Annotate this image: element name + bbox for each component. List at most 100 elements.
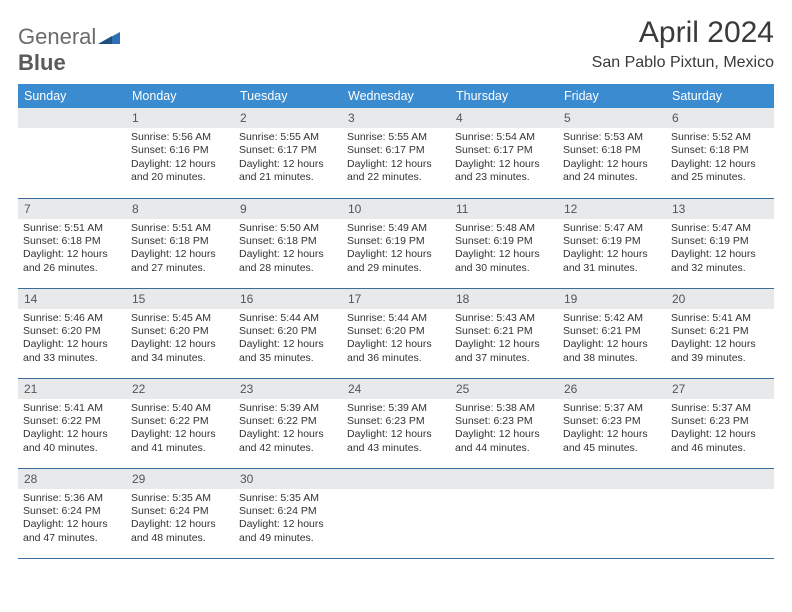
day-details: Sunrise: 5:49 AMSunset: 6:19 PMDaylight:… — [342, 219, 450, 280]
day-number: 26 — [558, 379, 666, 399]
day-number: 2 — [234, 108, 342, 128]
sunset-text: Sunset: 6:19 PM — [671, 235, 769, 248]
day-details: Sunrise: 5:44 AMSunset: 6:20 PMDaylight:… — [342, 309, 450, 370]
sunset-text: Sunset: 6:20 PM — [347, 325, 445, 338]
sunrise-text: Sunrise: 5:51 AM — [131, 222, 229, 235]
day-details: Sunrise: 5:46 AMSunset: 6:20 PMDaylight:… — [18, 309, 126, 370]
sunrise-text: Sunrise: 5:52 AM — [671, 131, 769, 144]
sunrise-text: Sunrise: 5:36 AM — [23, 492, 121, 505]
day-details: Sunrise: 5:50 AMSunset: 6:18 PMDaylight:… — [234, 219, 342, 280]
sunset-text: Sunset: 6:24 PM — [23, 505, 121, 518]
weekday-header: Thursday — [450, 84, 558, 108]
day-details: Sunrise: 5:48 AMSunset: 6:19 PMDaylight:… — [450, 219, 558, 280]
calendar-cell: 21Sunrise: 5:41 AMSunset: 6:22 PMDayligh… — [18, 378, 126, 468]
daylight-text: Daylight: 12 hours and 48 minutes. — [131, 518, 229, 545]
page-title: April 2024 — [592, 16, 774, 50]
sunrise-text: Sunrise: 5:56 AM — [131, 131, 229, 144]
logo-triangle-icon — [98, 24, 120, 50]
calendar-week: .1Sunrise: 5:56 AMSunset: 6:16 PMDayligh… — [18, 108, 774, 198]
calendar-cell: . — [18, 108, 126, 198]
sunset-text: Sunset: 6:23 PM — [563, 415, 661, 428]
calendar-table: SundayMondayTuesdayWednesdayThursdayFrid… — [18, 84, 774, 559]
sunset-text: Sunset: 6:23 PM — [671, 415, 769, 428]
logo-line2: Blue — [18, 50, 120, 76]
day-details: Sunrise: 5:55 AMSunset: 6:17 PMDaylight:… — [234, 128, 342, 189]
daylight-text: Daylight: 12 hours and 34 minutes. — [131, 338, 229, 365]
daylight-text: Daylight: 12 hours and 20 minutes. — [131, 158, 229, 185]
day-number: 30 — [234, 469, 342, 489]
sunset-text: Sunset: 6:21 PM — [455, 325, 553, 338]
day-details: Sunrise: 5:56 AMSunset: 6:16 PMDaylight:… — [126, 128, 234, 189]
header: General Blue April 2024 San Pablo Pixtun… — [18, 16, 774, 76]
day-number: 8 — [126, 199, 234, 219]
calendar-cell: 26Sunrise: 5:37 AMSunset: 6:23 PMDayligh… — [558, 378, 666, 468]
daylight-text: Daylight: 12 hours and 38 minutes. — [563, 338, 661, 365]
sunrise-text: Sunrise: 5:54 AM — [455, 131, 553, 144]
day-number: 24 — [342, 379, 450, 399]
sunset-text: Sunset: 6:22 PM — [131, 415, 229, 428]
calendar-cell: 9Sunrise: 5:50 AMSunset: 6:18 PMDaylight… — [234, 198, 342, 288]
weekday-header: Tuesday — [234, 84, 342, 108]
day-number: 7 — [18, 199, 126, 219]
day-details: Sunrise: 5:43 AMSunset: 6:21 PMDaylight:… — [450, 309, 558, 370]
daylight-text: Daylight: 12 hours and 22 minutes. — [347, 158, 445, 185]
weekday-header: Saturday — [666, 84, 774, 108]
day-number: . — [450, 469, 558, 489]
daylight-text: Daylight: 12 hours and 31 minutes. — [563, 248, 661, 275]
sunset-text: Sunset: 6:21 PM — [671, 325, 769, 338]
calendar-cell: 1Sunrise: 5:56 AMSunset: 6:16 PMDaylight… — [126, 108, 234, 198]
day-number: 1 — [126, 108, 234, 128]
calendar-cell: 23Sunrise: 5:39 AMSunset: 6:22 PMDayligh… — [234, 378, 342, 468]
day-details: Sunrise: 5:36 AMSunset: 6:24 PMDaylight:… — [18, 489, 126, 550]
sunrise-text: Sunrise: 5:46 AM — [23, 312, 121, 325]
day-details: Sunrise: 5:37 AMSunset: 6:23 PMDaylight:… — [558, 399, 666, 460]
sunset-text: Sunset: 6:18 PM — [671, 144, 769, 157]
sunrise-text: Sunrise: 5:41 AM — [671, 312, 769, 325]
sunrise-text: Sunrise: 5:44 AM — [347, 312, 445, 325]
calendar-cell: 19Sunrise: 5:42 AMSunset: 6:21 PMDayligh… — [558, 288, 666, 378]
daylight-text: Daylight: 12 hours and 21 minutes. — [239, 158, 337, 185]
day-details: Sunrise: 5:45 AMSunset: 6:20 PMDaylight:… — [126, 309, 234, 370]
day-number: 21 — [18, 379, 126, 399]
sunrise-text: Sunrise: 5:37 AM — [671, 402, 769, 415]
day-number: 6 — [666, 108, 774, 128]
calendar-cell: 24Sunrise: 5:39 AMSunset: 6:23 PMDayligh… — [342, 378, 450, 468]
day-details: Sunrise: 5:47 AMSunset: 6:19 PMDaylight:… — [666, 219, 774, 280]
calendar-cell: 27Sunrise: 5:37 AMSunset: 6:23 PMDayligh… — [666, 378, 774, 468]
calendar-cell: 3Sunrise: 5:55 AMSunset: 6:17 PMDaylight… — [342, 108, 450, 198]
sunrise-text: Sunrise: 5:50 AM — [239, 222, 337, 235]
weekday-header: Friday — [558, 84, 666, 108]
daylight-text: Daylight: 12 hours and 35 minutes. — [239, 338, 337, 365]
day-number: 20 — [666, 289, 774, 309]
day-number: 25 — [450, 379, 558, 399]
day-number: 29 — [126, 469, 234, 489]
logo-word2: Blue — [18, 50, 66, 75]
day-details: Sunrise: 5:40 AMSunset: 6:22 PMDaylight:… — [126, 399, 234, 460]
day-details: Sunrise: 5:38 AMSunset: 6:23 PMDaylight:… — [450, 399, 558, 460]
calendar-week: 28Sunrise: 5:36 AMSunset: 6:24 PMDayligh… — [18, 468, 774, 558]
weekday-header-row: SundayMondayTuesdayWednesdayThursdayFrid… — [18, 84, 774, 108]
day-number: 14 — [18, 289, 126, 309]
calendar-cell: 12Sunrise: 5:47 AMSunset: 6:19 PMDayligh… — [558, 198, 666, 288]
calendar-cell: 6Sunrise: 5:52 AMSunset: 6:18 PMDaylight… — [666, 108, 774, 198]
day-details: Sunrise: 5:44 AMSunset: 6:20 PMDaylight:… — [234, 309, 342, 370]
calendar-cell: 22Sunrise: 5:40 AMSunset: 6:22 PMDayligh… — [126, 378, 234, 468]
sunset-text: Sunset: 6:23 PM — [347, 415, 445, 428]
day-number: 13 — [666, 199, 774, 219]
day-number: 22 — [126, 379, 234, 399]
logo-word1: General — [18, 24, 96, 49]
sunrise-text: Sunrise: 5:48 AM — [455, 222, 553, 235]
day-number: 5 — [558, 108, 666, 128]
calendar-body: .1Sunrise: 5:56 AMSunset: 6:16 PMDayligh… — [18, 108, 774, 558]
sunset-text: Sunset: 6:22 PM — [23, 415, 121, 428]
sunset-text: Sunset: 6:19 PM — [455, 235, 553, 248]
day-number: 10 — [342, 199, 450, 219]
calendar-cell: 7Sunrise: 5:51 AMSunset: 6:18 PMDaylight… — [18, 198, 126, 288]
day-number: 17 — [342, 289, 450, 309]
day-number: . — [342, 469, 450, 489]
day-number: 3 — [342, 108, 450, 128]
daylight-text: Daylight: 12 hours and 30 minutes. — [455, 248, 553, 275]
calendar-cell: 14Sunrise: 5:46 AMSunset: 6:20 PMDayligh… — [18, 288, 126, 378]
daylight-text: Daylight: 12 hours and 49 minutes. — [239, 518, 337, 545]
day-number: 28 — [18, 469, 126, 489]
